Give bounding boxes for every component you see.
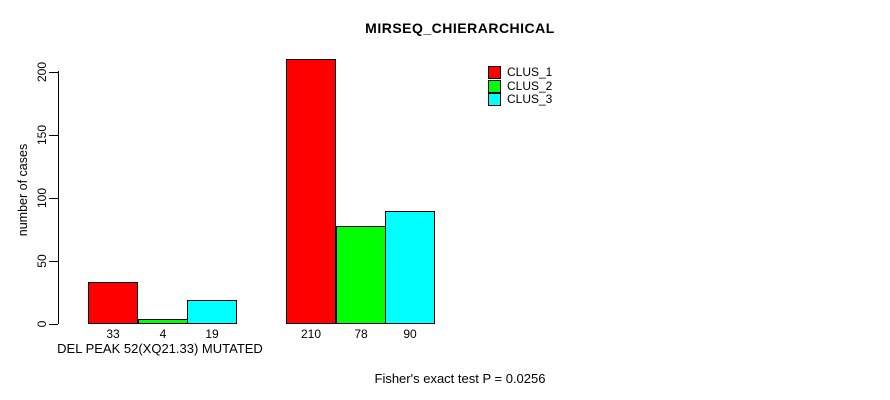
y-tick-label: 200 [35, 61, 49, 83]
legend-swatch-icon [488, 79, 501, 93]
y-tick-label: 50 [35, 254, 49, 268]
legend-item: CLUS_3 [488, 91, 553, 106]
x-axis-label: DEL PEAK 52(XQ21.33) MUTATED [57, 341, 263, 356]
bar-clus_2 [336, 226, 386, 324]
y-axis-line [58, 71, 60, 324]
legend-label: CLUS_3 [507, 91, 553, 106]
legend-swatch-icon [488, 92, 501, 106]
y-tick-mark [49, 260, 58, 262]
bar-value-label: 90 [403, 327, 417, 341]
y-tick-label: 0 [35, 320, 49, 328]
bar-value-label: 19 [205, 327, 219, 341]
legend-item: CLUS_2 [488, 78, 553, 93]
bar-value-label: 33 [106, 327, 120, 341]
bar-clus_1 [88, 282, 138, 324]
y-tick-label: 150 [35, 124, 49, 146]
legend-swatch-icon [488, 66, 501, 80]
bar-clus_3 [187, 300, 237, 324]
y-tick-mark [49, 71, 58, 73]
bar-clus_1 [286, 59, 336, 324]
y-axis-label: number of cases [16, 143, 30, 237]
bar-clus_3 [385, 211, 435, 324]
bar-value-label: 4 [159, 327, 167, 341]
bar-clus_2 [138, 319, 188, 324]
legend-label: CLUS_2 [507, 78, 553, 93]
legend: CLUS_1 CLUS_2 CLUS_3 [488, 66, 552, 106]
chart-title: MIRSEQ_CHIERARCHICAL [365, 20, 555, 36]
bar-value-label: 210 [300, 327, 322, 341]
pvalue-annotation: Fisher's exact test P = 0.0256 [374, 371, 546, 386]
legend-item: CLUS_1 [488, 65, 553, 80]
y-tick-mark [49, 323, 58, 325]
y-tick-mark [49, 197, 58, 199]
y-tick-label: 100 [35, 187, 49, 209]
y-tick-mark [49, 134, 58, 136]
legend-label: CLUS_1 [507, 65, 553, 80]
bar-value-label: 78 [354, 327, 368, 341]
